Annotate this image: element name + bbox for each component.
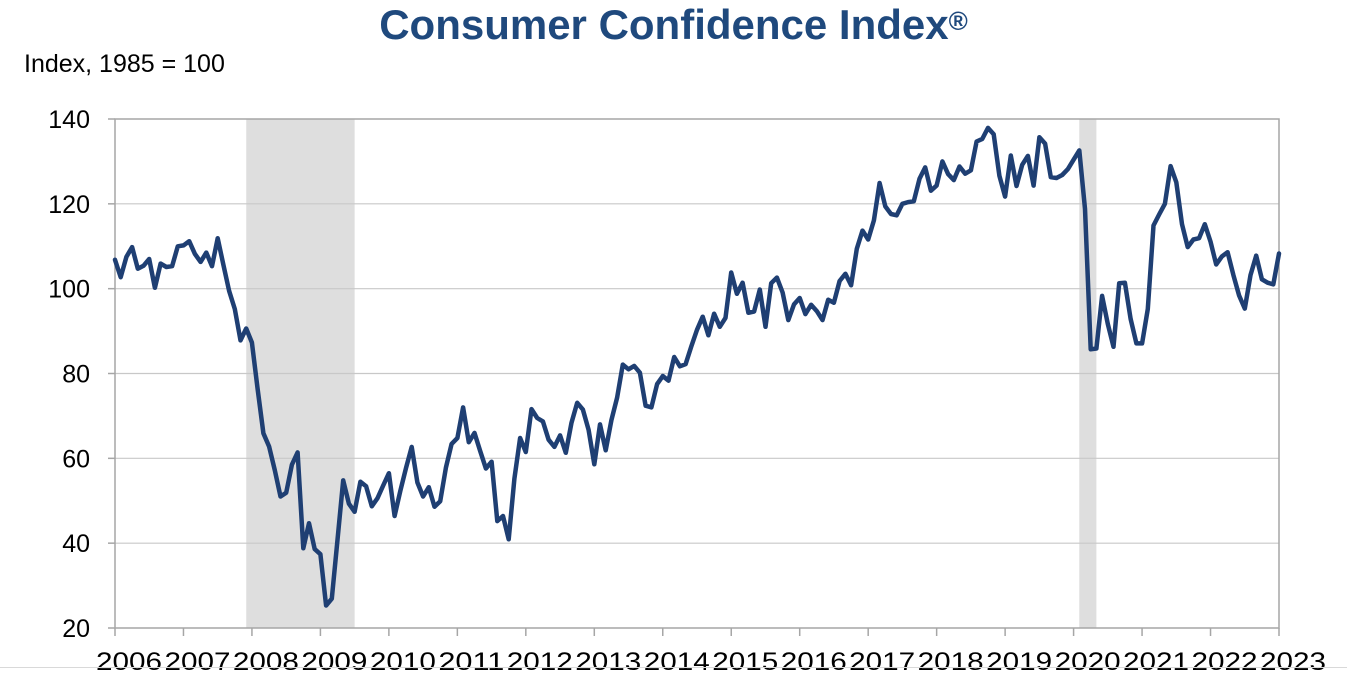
registered-mark: ® bbox=[948, 6, 968, 36]
chart-title: Consumer Confidence Index® bbox=[0, 0, 1347, 50]
x-tick-label: 2019 bbox=[986, 648, 1052, 676]
x-tick-label: 2006 bbox=[96, 648, 162, 676]
x-tick-label: 2021 bbox=[1123, 648, 1189, 676]
x-tick-label: 2010 bbox=[370, 648, 436, 676]
x-tick-label: 2022 bbox=[1192, 648, 1258, 676]
x-tick-label: 2012 bbox=[507, 648, 573, 676]
y-tick-label: 100 bbox=[48, 276, 90, 304]
y-tick-label: 140 bbox=[48, 106, 90, 134]
y-axis-unit-label: Index, 1985 = 100 bbox=[24, 50, 225, 78]
y-tick-label: 120 bbox=[48, 191, 90, 219]
series-line-consumer-confidence bbox=[112, 125, 1282, 608]
x-tick-label: 2016 bbox=[781, 648, 847, 676]
x-tick-label: 2015 bbox=[712, 648, 778, 676]
x-tick-label: 2017 bbox=[849, 648, 915, 676]
x-axis: 2006 2007 2008 2009 2010 2011 2012 2013 2014 2015… bbox=[96, 628, 1326, 676]
x-tick-label: 2007 bbox=[164, 648, 230, 676]
y-tick-label: 80 bbox=[62, 361, 90, 389]
x-tick-label: 2013 bbox=[575, 648, 641, 676]
y-tick-label: 60 bbox=[62, 445, 90, 473]
x-tick-label: 2009 bbox=[301, 648, 367, 676]
series-layer bbox=[112, 125, 1282, 608]
x-tick-label: 2023 bbox=[1260, 648, 1326, 676]
y-tick-label: 40 bbox=[62, 530, 90, 558]
chart-title-text: Consumer Confidence Index bbox=[379, 1, 949, 48]
y-axis: 20 40 60 80 100 120 140 bbox=[48, 106, 115, 643]
y-tick-label: 20 bbox=[62, 615, 90, 643]
x-tick-label: 2011 bbox=[438, 648, 504, 676]
slide-bottom-rule bbox=[0, 667, 1347, 668]
x-tick-label: 2018 bbox=[918, 648, 984, 676]
x-tick-label: 2008 bbox=[233, 648, 299, 676]
gridlines bbox=[115, 203, 1279, 544]
x-tick-label: 2020 bbox=[1055, 648, 1121, 676]
x-tick-label: 2014 bbox=[644, 648, 710, 676]
